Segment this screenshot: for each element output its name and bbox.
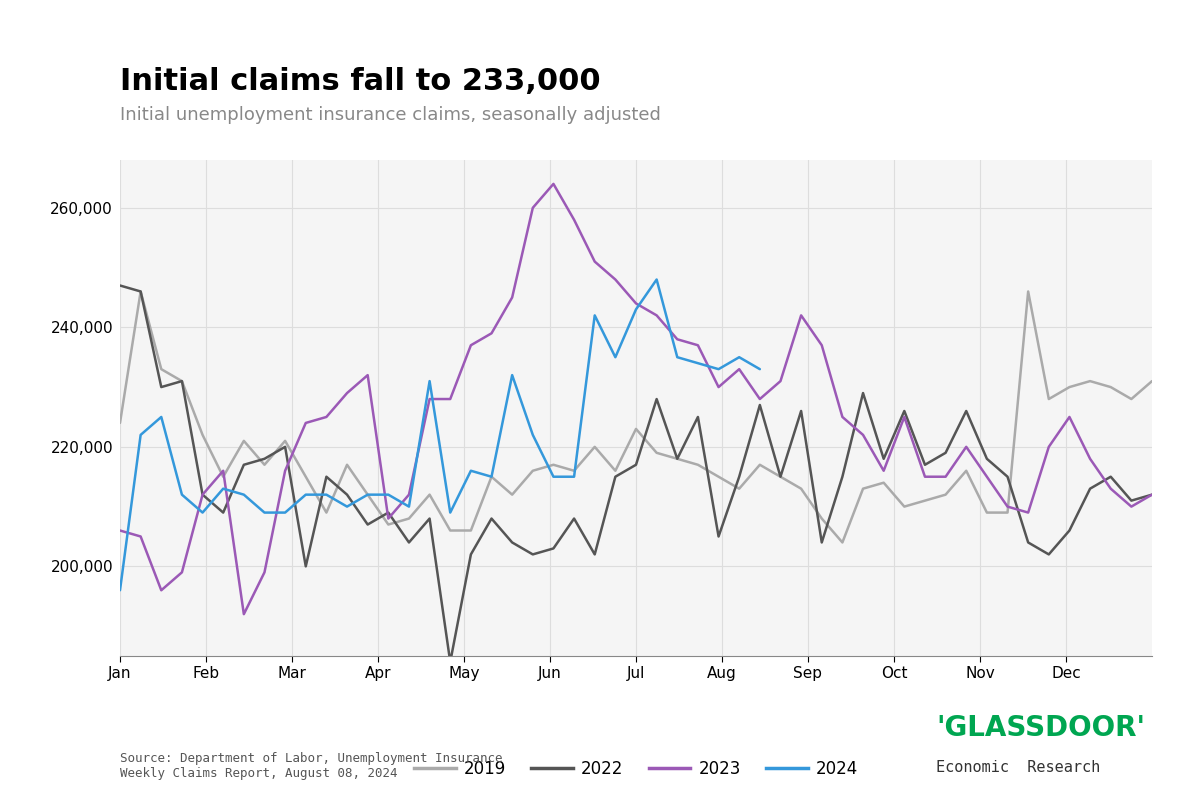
Text: Source: Department of Labor, Unemployment Insurance
Weekly Claims Report, August: Source: Department of Labor, Unemploymen… [120,752,503,780]
Text: Initial unemployment insurance claims, seasonally adjusted: Initial unemployment insurance claims, s… [120,106,661,124]
Text: 'GLASSDOOR': 'GLASSDOOR' [936,714,1145,742]
Text: Initial claims fall to 233,000: Initial claims fall to 233,000 [120,67,601,96]
Legend: 2019, 2022, 2023, 2024: 2019, 2022, 2023, 2024 [407,754,865,785]
Text: Economic  Research: Economic Research [936,761,1100,775]
